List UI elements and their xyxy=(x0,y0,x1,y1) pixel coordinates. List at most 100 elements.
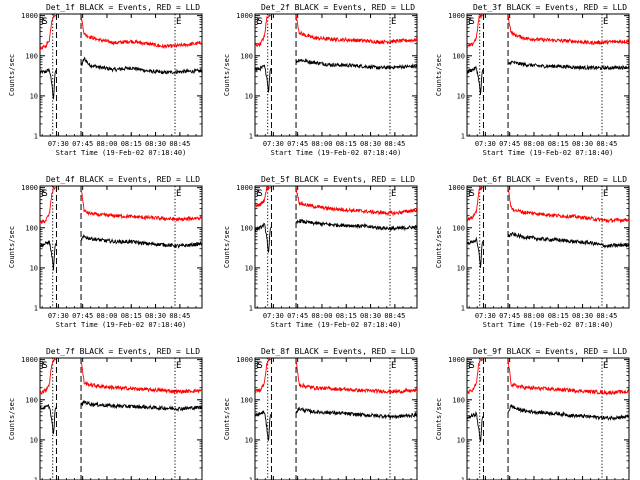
eclipse-flag-label: E xyxy=(603,361,608,371)
x-tick-label: 08:45 xyxy=(596,312,617,320)
y-tick-label: 10 xyxy=(245,92,253,100)
y-tick-label: 1 xyxy=(34,133,38,141)
events-series-line xyxy=(40,56,202,100)
saa-flag-label: S xyxy=(469,17,474,27)
panel-title: Det_6f BLACK = Events, RED = LLD xyxy=(473,175,627,184)
x-tick-label: 07:30 xyxy=(475,140,496,148)
events-series-line xyxy=(255,218,417,253)
y-tick-label: 1 xyxy=(34,305,38,313)
x-tick-label: 07:45 xyxy=(287,140,308,148)
y-tick-label: 1000 xyxy=(236,12,253,20)
eclipse-flag-label: E xyxy=(603,189,608,199)
x-axis-label: Start Time (19-Feb-02 07:18:40) xyxy=(271,321,402,329)
lld-series-line xyxy=(40,186,202,224)
y-tick-label: 1000 xyxy=(21,356,38,364)
saa-flag-label: S xyxy=(257,17,262,27)
x-tick-label: 08:45 xyxy=(596,140,617,148)
lld-series-line xyxy=(40,14,202,51)
panel-det-8: Det_8f BLACK = Events, RED = LLD 1 10 100 10… xyxy=(223,347,418,480)
y-tick-label: 100 xyxy=(25,396,38,404)
y-tick-label: 1000 xyxy=(448,12,465,20)
x-tick-label: 08:00 xyxy=(311,140,332,148)
x-tick-label: 08:30 xyxy=(145,312,166,320)
x-tick-label: 08:00 xyxy=(311,312,332,320)
saa-flag-label: S xyxy=(257,361,262,371)
plot-frame xyxy=(466,13,630,137)
saa-flag-label: S xyxy=(469,189,474,199)
events-series-line xyxy=(255,406,417,441)
y-tick-label: 1000 xyxy=(236,184,253,192)
y-tick-label: 1 xyxy=(249,477,253,480)
y-tick-label: 1000 xyxy=(236,356,253,364)
x-tick-label: 08:15 xyxy=(548,312,569,320)
x-tick-label: 08:30 xyxy=(360,312,381,320)
x-tick-label: 07:30 xyxy=(48,140,69,148)
lld-series-line xyxy=(255,14,417,48)
y-axis-label: Counts/sec xyxy=(223,398,231,440)
lld-series-line xyxy=(467,358,629,396)
x-tick-label: 08:00 xyxy=(96,140,117,148)
y-axis-label: Counts/sec xyxy=(8,398,16,440)
eclipse-flag-label: E xyxy=(176,17,181,27)
x-tick-label: 08:15 xyxy=(121,312,142,320)
panel-det-7: Det_7f BLACK = Events, RED = LLD 1 10 100 10… xyxy=(8,347,203,480)
x-tick-label: 08:45 xyxy=(169,312,190,320)
y-tick-label: 1 xyxy=(249,305,253,313)
x-tick-label: 07:30 xyxy=(263,140,284,148)
events-series-line xyxy=(40,233,202,271)
x-axis-label: Start Time (19-Feb-02 07:18:40) xyxy=(56,149,187,157)
y-tick-label: 1 xyxy=(461,477,465,480)
panel-det-1: Det_1f BLACK = Events, RED = LLD 1 10 100 10… xyxy=(8,3,203,157)
plot-frame xyxy=(39,13,203,137)
y-tick-label: 10 xyxy=(245,436,253,444)
panel-det-3: Det_3f BLACK = Events, RED = LLD 1 10 100 10… xyxy=(435,3,630,157)
y-tick-label: 100 xyxy=(452,396,465,404)
x-tick-label: 07:45 xyxy=(72,312,93,320)
plot-frame xyxy=(254,357,418,480)
lld-series-line xyxy=(255,186,417,217)
x-tick-label: 08:45 xyxy=(384,140,405,148)
x-tick-label: 08:15 xyxy=(336,312,357,320)
saa-flag-label: S xyxy=(257,189,262,199)
lld-series-line xyxy=(255,358,417,395)
y-tick-label: 1000 xyxy=(21,184,38,192)
lld-series-line xyxy=(467,14,629,48)
x-tick-label: 07:45 xyxy=(72,140,93,148)
y-tick-label: 10 xyxy=(457,436,465,444)
y-tick-label: 1000 xyxy=(21,12,38,20)
x-tick-label: 07:45 xyxy=(499,312,520,320)
y-tick-label: 1 xyxy=(249,133,253,141)
y-axis-label: Counts/sec xyxy=(223,226,231,268)
y-tick-label: 100 xyxy=(240,224,253,232)
eclipse-flag-label: E xyxy=(41,361,46,371)
eclipse-flag-label: E xyxy=(391,361,396,371)
plot-frame xyxy=(254,185,418,309)
eclipse-flag-label: E xyxy=(256,17,261,27)
x-tick-label: 08:30 xyxy=(572,140,593,148)
eclipse-flag-label: E xyxy=(176,361,181,371)
eclipse-flag-label: E xyxy=(176,189,181,199)
x-tick-label: 08:00 xyxy=(523,140,544,148)
x-tick-label: 07:30 xyxy=(48,312,69,320)
eclipse-flag-label: E xyxy=(468,17,473,27)
events-series-line xyxy=(467,60,629,95)
x-tick-label: 08:30 xyxy=(360,140,381,148)
eclipse-flag-label: E xyxy=(391,17,396,27)
lld-series-line xyxy=(40,358,202,396)
eclipse-flag-label: E xyxy=(41,17,46,27)
y-tick-label: 1000 xyxy=(448,356,465,364)
y-tick-label: 100 xyxy=(452,52,465,60)
events-series-line xyxy=(467,231,629,268)
eclipse-flag-label: E xyxy=(256,361,261,371)
x-tick-label: 08:30 xyxy=(572,312,593,320)
y-tick-label: 1 xyxy=(461,133,465,141)
y-tick-label: 100 xyxy=(452,224,465,232)
x-axis-label: Start Time (19-Feb-02 07:18:40) xyxy=(271,149,402,157)
y-tick-label: 10 xyxy=(457,264,465,272)
y-axis-label: Counts/sec xyxy=(435,226,443,268)
x-axis-label: Start Time (19-Feb-02 07:18:40) xyxy=(483,321,614,329)
panel-det-4: Det_4f BLACK = Events, RED = LLD 1 10 100 10… xyxy=(8,175,203,329)
panel-title: Det_8f BLACK = Events, RED = LLD xyxy=(261,347,415,356)
y-tick-label: 10 xyxy=(245,264,253,272)
